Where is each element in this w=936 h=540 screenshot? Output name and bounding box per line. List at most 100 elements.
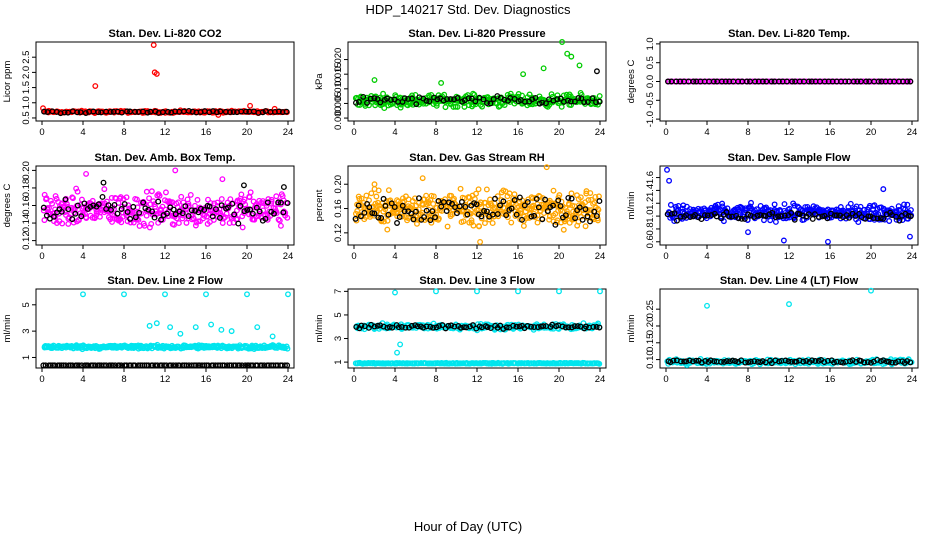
data-point [423, 97, 430, 104]
data-point [554, 96, 561, 103]
data-point [105, 202, 112, 209]
x-tick-label: 4 [392, 374, 397, 385]
data-point [148, 220, 155, 227]
data-point [87, 203, 94, 210]
y-tick-label: 1.4 [645, 184, 656, 197]
data-point [460, 218, 467, 225]
data-point [78, 213, 85, 220]
data-point [280, 209, 287, 216]
data-point [92, 83, 99, 90]
data-point [388, 200, 395, 207]
data-point [74, 202, 81, 209]
data-point [550, 202, 556, 209]
data-point [552, 221, 559, 228]
data-point [118, 362, 125, 369]
data-point [231, 211, 238, 218]
panel-title: Stan. Dev. Sample Flow [728, 152, 851, 164]
data-point [674, 217, 680, 224]
data-point [251, 216, 258, 223]
data-point [213, 109, 220, 116]
data-point [408, 322, 415, 329]
data-point [747, 358, 754, 365]
data-point [182, 203, 189, 210]
data-point [568, 324, 575, 331]
data-point [786, 301, 792, 308]
data-point [492, 195, 498, 202]
data-point [47, 362, 54, 369]
data-point [587, 190, 594, 196]
data-point [565, 194, 572, 201]
data-point [556, 192, 563, 199]
data-point [670, 357, 677, 364]
data-point [49, 200, 56, 207]
data-point [70, 195, 76, 202]
data-point [768, 360, 775, 367]
data-point [597, 288, 603, 295]
data-point [224, 362, 231, 369]
data-point [596, 98, 603, 105]
data-point [511, 197, 518, 203]
x-tick-label: 4 [392, 127, 397, 138]
data-point [593, 99, 599, 106]
data-point [701, 212, 708, 219]
data-point [585, 197, 592, 204]
data-point [442, 104, 449, 111]
data-point [478, 213, 485, 220]
data-point [497, 322, 504, 329]
data-point [152, 108, 159, 115]
data-point [427, 323, 434, 330]
x-tick-label: 4 [392, 251, 397, 262]
data-point [434, 96, 441, 103]
data-point [471, 91, 478, 98]
y-tick-label: 2.0 [21, 66, 32, 79]
data-point [382, 206, 389, 213]
data-point [284, 200, 291, 206]
data-point [182, 209, 189, 216]
data-point [262, 215, 269, 222]
x-tick-label: 4 [704, 374, 709, 385]
data-point [394, 220, 400, 226]
y-tick-label: 1.5 [21, 81, 32, 94]
data-point [771, 201, 778, 208]
data-point [164, 210, 170, 217]
data-point [524, 199, 531, 205]
data-point [408, 210, 415, 217]
data-point [481, 220, 488, 227]
data-point [799, 212, 806, 219]
data-point [833, 212, 840, 219]
data-point [396, 214, 403, 221]
data-point [238, 191, 245, 198]
points [664, 166, 915, 245]
data-point [90, 202, 97, 209]
data-point [58, 208, 65, 215]
data-point [216, 214, 223, 221]
x-tick-label: 12 [784, 374, 795, 385]
data-point [98, 200, 105, 207]
data-point [528, 323, 535, 330]
data-point [247, 206, 253, 213]
x-tick-label: 12 [160, 127, 171, 138]
data-point [487, 100, 494, 107]
data-point [904, 358, 911, 365]
data-point [451, 96, 457, 103]
data-point [179, 210, 186, 217]
data-point [136, 209, 143, 216]
data-point [745, 359, 752, 366]
data-point [483, 208, 490, 215]
data-point [153, 70, 160, 77]
y-tick-label: 0.020 [333, 48, 344, 72]
data-point [590, 323, 597, 330]
data-point [874, 215, 881, 222]
data-point [172, 211, 179, 218]
data-point [237, 203, 244, 209]
y-tick-label: 0.0 [645, 75, 656, 88]
data-point [503, 212, 510, 219]
data-point [481, 207, 488, 214]
panel-title: Stan. Dev. Gas Stream RH [409, 152, 545, 164]
data-point [475, 186, 482, 193]
data-point [273, 193, 280, 200]
data-point [188, 207, 195, 214]
x-tick-label: 8 [433, 251, 438, 262]
data-point [880, 186, 887, 193]
data-point [170, 206, 177, 213]
